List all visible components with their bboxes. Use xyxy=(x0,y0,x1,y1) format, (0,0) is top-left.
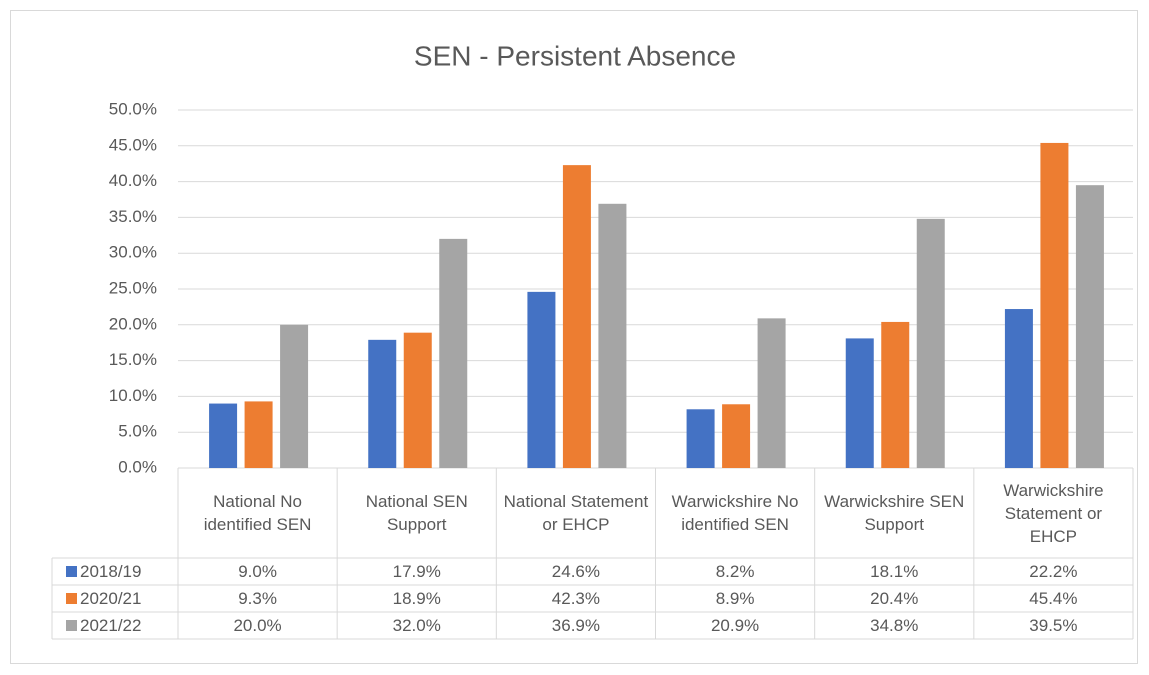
y-tick-label: 30.0% xyxy=(109,243,157,262)
y-tick-label: 20.0% xyxy=(109,314,157,333)
legend-label: 2020/21 xyxy=(80,589,142,608)
legend-label: 2018/19 xyxy=(80,562,142,581)
bar xyxy=(1004,309,1033,468)
y-tick-label: 35.0% xyxy=(109,207,157,226)
table-value: 32.0% xyxy=(392,616,441,635)
table-value: 24.6% xyxy=(551,562,600,581)
table-value: 20.0% xyxy=(233,616,282,635)
table-value: 9.3% xyxy=(238,589,277,608)
table-value: 42.3% xyxy=(551,589,600,608)
bar xyxy=(686,409,715,468)
legend-label: 2021/22 xyxy=(80,616,142,635)
legend-entry: 2018/19 xyxy=(52,558,178,585)
category-label: National SEN Support xyxy=(365,492,468,534)
bar xyxy=(1075,185,1104,468)
bar xyxy=(209,403,238,468)
table-value: 36.9% xyxy=(551,616,600,635)
table-value: 39.5% xyxy=(1029,616,1078,635)
bar xyxy=(722,404,751,468)
bar xyxy=(1040,142,1069,468)
y-tick-label: 15.0% xyxy=(109,350,157,369)
y-tick-label: 0.0% xyxy=(118,457,157,476)
table-value: 20.4% xyxy=(870,589,919,608)
bar xyxy=(757,318,786,468)
bar xyxy=(598,203,627,468)
bar xyxy=(916,218,945,468)
bar xyxy=(244,401,273,468)
chart-border xyxy=(10,10,1138,664)
bar xyxy=(439,238,468,468)
category-label: Warwickshire Statement or EHCP xyxy=(1003,480,1104,546)
table-value: 8.2% xyxy=(715,562,755,581)
table-value: 45.4% xyxy=(1029,589,1078,608)
table-value: 34.8% xyxy=(870,616,919,635)
y-tick-label: 40.0% xyxy=(109,171,157,190)
table-value: 22.2% xyxy=(1029,562,1078,581)
table-value: 8.9% xyxy=(715,589,755,608)
bar xyxy=(280,324,309,468)
category-label: Warwickshire SEN Support xyxy=(824,492,965,534)
table-value: 9.0% xyxy=(238,562,277,581)
table-value: 17.9% xyxy=(392,562,441,581)
legend-swatch xyxy=(66,593,77,604)
bar xyxy=(881,321,910,468)
legend-entry: 2020/21 xyxy=(52,585,178,612)
bar xyxy=(562,165,591,468)
legend-swatch xyxy=(66,620,77,631)
bar xyxy=(368,339,397,468)
bar xyxy=(403,332,432,468)
table-value: 18.1% xyxy=(870,562,919,581)
table-value: 20.9% xyxy=(710,616,760,635)
category-label: National Statement or EHCP xyxy=(503,492,649,534)
table-value: 18.9% xyxy=(392,589,441,608)
bar xyxy=(527,291,556,468)
y-tick-label: 5.0% xyxy=(118,422,157,441)
bar xyxy=(845,338,874,468)
category-label: Warwickshire No identified SEN xyxy=(671,492,799,534)
y-tick-label: 10.0% xyxy=(109,386,157,405)
category-label: National No identified SEN xyxy=(203,492,312,534)
y-tick-label: 45.0% xyxy=(109,135,157,154)
legend-entry: 2021/22 xyxy=(52,612,178,639)
y-tick-label: 50.0% xyxy=(109,99,157,118)
legend-swatch xyxy=(66,566,77,577)
y-tick-label: 25.0% xyxy=(109,278,157,297)
chart-title: SEN - Persistent Absence xyxy=(414,40,736,71)
